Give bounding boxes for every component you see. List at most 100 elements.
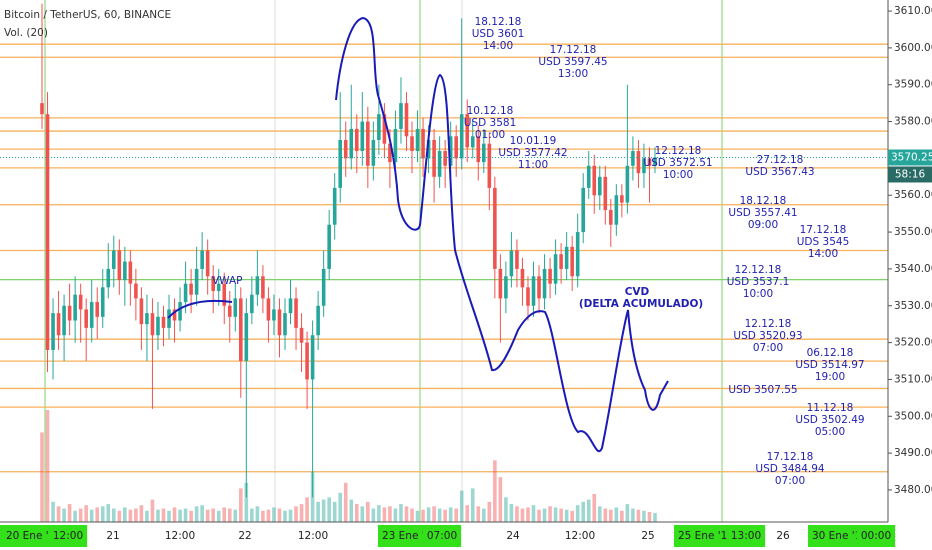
candle-body [189,283,193,295]
candle-body [73,294,77,321]
level-annotation: 10.12.18 [467,105,514,117]
volume-bar [327,497,331,522]
candle-body [559,254,563,269]
volume-bar [45,410,50,522]
volume-bar [642,510,646,522]
level-annotation: 17.12.18 [550,44,597,56]
candle-body [393,128,398,163]
candle-body [343,139,348,159]
level-annotation: 09:00 [748,219,778,231]
volume-bar [597,506,602,522]
x-tick-label: 12:00 [565,530,595,542]
candle-body [299,327,304,343]
candle-body [526,287,530,306]
candle-body [625,165,630,203]
chart-title: Bitcoin / TetherUS, 60, BINANCE [4,9,171,21]
volume-bar [100,506,105,522]
candle-body [294,298,298,328]
volume-bar [443,509,447,522]
cvd-drawing [335,16,669,452]
volume-bar [167,510,171,522]
y-tick-label: 3520.00 [894,337,932,349]
level-annotation: 07:00 [775,475,805,487]
volume-bar [487,501,492,522]
candle-body [349,128,354,159]
candle-body [354,128,359,152]
candle-body [515,250,519,269]
candle-body [454,136,458,159]
level-annotation: USD 3577.42 [498,147,567,159]
last-price-box [888,149,932,166]
level-annotation: USD 3514.97 [795,359,864,371]
volume-bar [266,509,271,522]
candle-body [636,151,641,174]
volume-bar [233,509,238,522]
candle-body [288,298,293,314]
candle-body [117,250,122,280]
volume-bar [636,509,641,522]
volume-bar [51,501,55,522]
volume-bar [575,505,580,522]
volume-bar [393,508,398,522]
y-tick-label: 3500.00 [894,410,932,422]
candle-body [614,195,619,225]
candle-body [161,316,166,328]
volume-bar [542,508,547,522]
x-tick-label: 21 [106,530,119,542]
volume-bar [548,506,552,522]
annotation: VWAP [212,275,243,287]
candle-body [78,294,83,310]
candle-body [465,114,470,148]
volume-bar [139,505,144,522]
level-annotation: USD 3601 [472,28,525,40]
volume-bar [366,501,370,522]
volume-bar [294,506,298,522]
volume-bar [581,501,586,522]
price-axis [888,0,932,550]
volume-bar [338,492,343,522]
volume-bar [156,509,160,522]
volume-bar [470,488,475,522]
candle-body [542,268,547,299]
level-annotation: 27.12.18 [757,154,804,166]
volume-bar [620,510,624,522]
volume-bar [354,504,359,522]
level-annotation: 10:00 [743,288,773,300]
candle-body [448,136,453,166]
candle-body [305,342,309,380]
candle-body [531,276,536,306]
level-annotation: 14:00 [808,248,838,260]
volume-bar [432,506,436,522]
candle-body [283,313,287,336]
level-annotation: USD 3484.94 [755,463,825,475]
level-annotation: 17.12.18 [767,451,814,463]
volume-bar [476,506,481,522]
volume-bar [128,509,133,522]
candle-body [564,246,569,269]
volume-bar [150,499,155,522]
volume-bar [332,501,337,522]
candle-body [620,195,624,203]
candle-body [597,176,602,196]
volume-bar [570,510,574,522]
x-label-highlight [726,525,766,547]
x-label-highlight [422,525,462,547]
candle-body [642,158,646,174]
candle-body [211,276,215,292]
candle-body [459,114,464,159]
candle-body [537,276,541,299]
candle-body [84,309,88,328]
volume-bar [482,508,486,522]
candle-body [482,143,486,163]
volume-bar [222,507,227,522]
y-tick-label: 3480.00 [894,484,932,496]
volume-bar [123,507,127,522]
volume-bar [437,508,442,522]
volume-bar [465,505,470,522]
candle-body [139,298,144,325]
candle-body [548,268,552,284]
volume-bar [586,499,591,522]
candle-body [360,121,365,152]
volume-bar [305,497,309,522]
candle-body [145,313,149,325]
